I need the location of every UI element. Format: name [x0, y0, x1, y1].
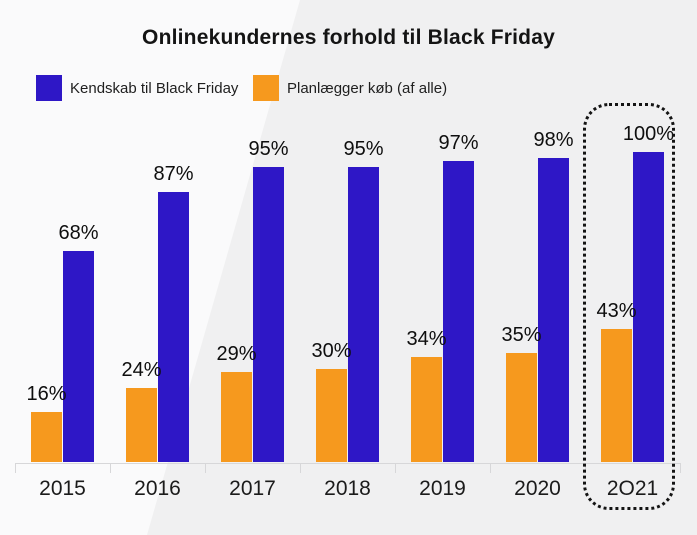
bar-planlaegger-2015: [31, 412, 62, 462]
bar-kendskab-2o21: [633, 152, 664, 462]
bar-planlaegger-2016: [126, 388, 157, 462]
legend-swatch-planlaegger: [253, 75, 279, 101]
x-axis-tick: [680, 463, 681, 473]
bar-value-label-kendskab-2020: 98%: [533, 129, 574, 151]
bar-kendskab-2018: [348, 167, 379, 462]
x-axis-label-2017: 2017: [229, 477, 276, 500]
x-axis-label-2019: 2019: [419, 477, 466, 500]
bar-value-label-planlaegger-2o21: 43%: [596, 300, 637, 322]
legend-label-planlaegger: Planlægger køb (af alle): [287, 79, 448, 97]
bar-planlaegger-2019: [411, 357, 442, 462]
legend-label-kendskab: Kendskab til Black Friday: [70, 79, 239, 97]
bar-planlaegger-2o21: [601, 329, 632, 462]
bar-kendskab-2016: [158, 192, 189, 462]
bar-planlaegger-2018: [316, 369, 347, 462]
x-axis-tick: [110, 463, 111, 473]
bar-value-label-kendskab-2018: 95%: [343, 138, 384, 160]
bar-kendskab-2020: [538, 158, 569, 462]
bar-planlaegger-2017: [221, 372, 252, 462]
highlight-2021-outline: [583, 103, 675, 510]
bar-planlaegger-2020: [506, 353, 537, 462]
x-axis-label-2016: 2016: [134, 477, 181, 500]
bar-value-label-planlaegger-2019: 34%: [406, 328, 447, 350]
bar-value-label-planlaegger-2017: 29%: [216, 343, 257, 365]
bar-kendskab-2019: [443, 161, 474, 462]
x-axis-tick: [490, 463, 491, 473]
x-axis-tick: [300, 463, 301, 473]
x-axis-label-2020: 2020: [514, 477, 561, 500]
bar-value-label-planlaegger-2015: 16%: [26, 383, 67, 405]
bar-kendskab-2015: [63, 251, 94, 462]
bar-value-label-kendskab-2015: 68%: [58, 222, 99, 244]
bar-value-label-kendskab-2019: 97%: [438, 132, 479, 154]
x-axis-label-2018: 2018: [324, 477, 371, 500]
x-axis-label-2o21: 2O21: [606, 477, 659, 500]
bar-kendskab-2017: [253, 167, 284, 462]
bar-value-label-planlaegger-2020: 35%: [501, 324, 542, 346]
x-axis-line: [15, 463, 681, 464]
legend-swatch-kendskab: [36, 75, 62, 101]
bar-value-label-planlaegger-2018: 30%: [311, 340, 352, 362]
x-axis-tick: [15, 463, 16, 473]
chart-title: Onlinekundernes forhold til Black Friday: [142, 26, 555, 49]
bar-value-label-planlaegger-2016: 24%: [121, 359, 162, 381]
x-axis-label-2015: 2015: [39, 477, 86, 500]
legend-item-planlaegger: Planlægger køb (af alle): [253, 75, 447, 101]
bar-value-label-kendskab-2017: 95%: [248, 138, 289, 160]
bar-value-label-kendskab-2016: 87%: [153, 163, 194, 185]
legend-item-kendskab: Kendskab til Black Friday: [36, 75, 238, 101]
x-axis-tick: [395, 463, 396, 473]
x-axis-tick: [205, 463, 206, 473]
